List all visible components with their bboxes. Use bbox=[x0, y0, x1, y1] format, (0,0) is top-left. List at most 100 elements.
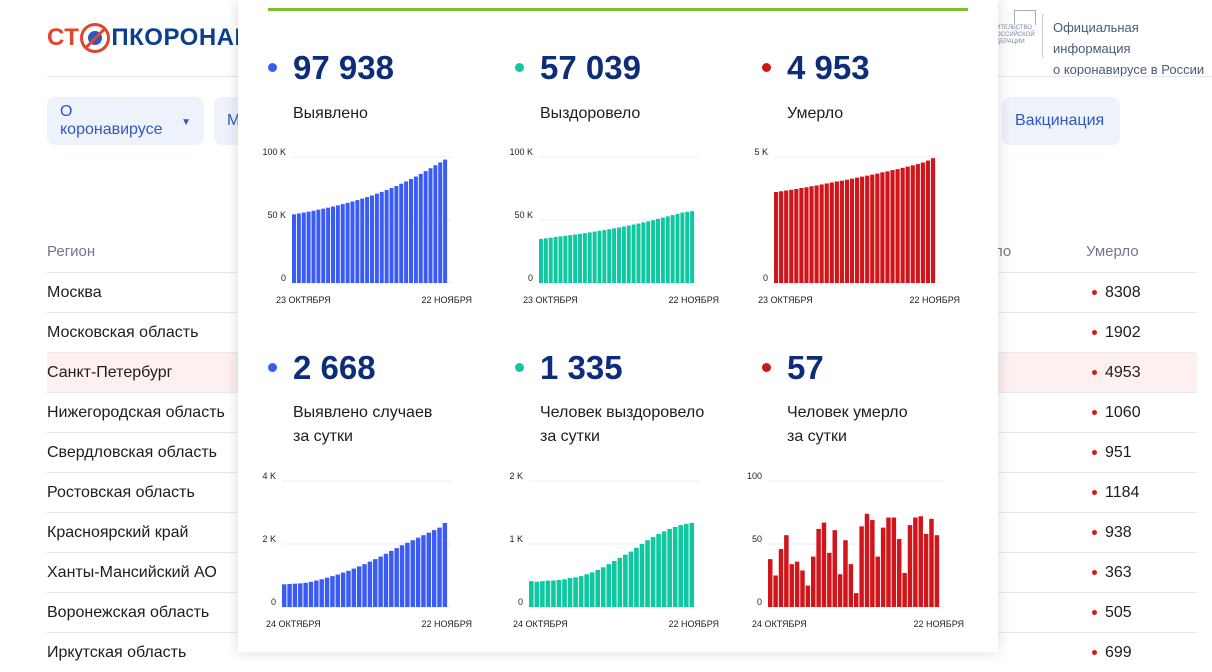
bar[interactable] bbox=[443, 159, 448, 283]
bar[interactable] bbox=[774, 192, 779, 283]
bar[interactable] bbox=[621, 226, 626, 283]
bar[interactable] bbox=[415, 537, 421, 607]
bar[interactable] bbox=[584, 574, 589, 607]
bar[interactable] bbox=[308, 581, 314, 607]
bar[interactable] bbox=[827, 552, 832, 607]
bar[interactable] bbox=[794, 189, 799, 283]
bar[interactable] bbox=[784, 535, 789, 607]
bar[interactable] bbox=[362, 564, 367, 607]
bar[interactable] bbox=[814, 185, 819, 283]
bar[interactable] bbox=[794, 561, 800, 607]
bar[interactable] bbox=[399, 183, 404, 283]
bar[interactable] bbox=[394, 548, 399, 607]
bar[interactable] bbox=[778, 549, 784, 607]
bar[interactable] bbox=[875, 173, 880, 283]
bar[interactable] bbox=[370, 195, 374, 283]
bar[interactable] bbox=[298, 583, 303, 608]
bar[interactable] bbox=[678, 525, 684, 607]
bar[interactable] bbox=[301, 212, 306, 283]
bar[interactable] bbox=[431, 530, 437, 607]
bar[interactable] bbox=[335, 205, 340, 283]
bar[interactable] bbox=[890, 170, 895, 283]
bar[interactable] bbox=[287, 584, 292, 607]
bar[interactable] bbox=[675, 213, 680, 283]
bar[interactable] bbox=[789, 189, 794, 283]
bar[interactable] bbox=[346, 570, 351, 607]
bar[interactable] bbox=[612, 228, 617, 283]
bar[interactable] bbox=[907, 525, 913, 607]
bar[interactable] bbox=[832, 530, 837, 607]
bar[interactable] bbox=[672, 526, 678, 607]
bar[interactable] bbox=[607, 229, 612, 283]
bar[interactable] bbox=[319, 579, 324, 607]
bar[interactable] bbox=[900, 167, 905, 283]
bar[interactable] bbox=[809, 186, 814, 283]
bar[interactable] bbox=[685, 211, 690, 283]
bar[interactable] bbox=[934, 535, 940, 607]
bar[interactable] bbox=[646, 221, 651, 283]
bar[interactable] bbox=[303, 582, 308, 607]
bar[interactable] bbox=[617, 557, 623, 607]
government-emblem[interactable]: ИТЕЛЬСТВО ОССИЙСКОЙ ДЕРАЦИИ bbox=[996, 10, 1036, 58]
bar[interactable] bbox=[365, 197, 370, 283]
bar[interactable] bbox=[326, 207, 331, 283]
bar[interactable] bbox=[595, 569, 601, 607]
bar[interactable] bbox=[855, 177, 860, 283]
bar[interactable] bbox=[821, 522, 827, 607]
bar[interactable] bbox=[800, 570, 805, 607]
bar[interactable] bbox=[804, 187, 809, 283]
bar[interactable] bbox=[324, 577, 330, 607]
bar[interactable] bbox=[573, 577, 578, 607]
bar[interactable] bbox=[551, 580, 556, 607]
bar[interactable] bbox=[880, 527, 886, 607]
bar[interactable] bbox=[311, 210, 316, 283]
bar[interactable] bbox=[410, 540, 415, 607]
bar[interactable] bbox=[306, 211, 311, 283]
bar[interactable] bbox=[529, 581, 534, 607]
bar[interactable] bbox=[848, 564, 854, 607]
bar[interactable] bbox=[799, 188, 804, 283]
bar[interactable] bbox=[930, 158, 936, 283]
bar[interactable] bbox=[656, 533, 661, 607]
bar[interactable] bbox=[667, 528, 672, 607]
bar[interactable] bbox=[413, 176, 418, 283]
bar[interactable] bbox=[553, 237, 558, 283]
bar[interactable] bbox=[925, 160, 931, 283]
bar[interactable] bbox=[905, 166, 910, 283]
bar[interactable] bbox=[902, 572, 907, 607]
bar[interactable] bbox=[314, 580, 319, 607]
bar[interactable] bbox=[374, 193, 379, 283]
bar[interactable] bbox=[331, 206, 335, 283]
bar[interactable] bbox=[626, 225, 631, 283]
bar[interactable] bbox=[641, 222, 646, 283]
bar[interactable] bbox=[891, 517, 897, 607]
bar[interactable] bbox=[923, 533, 929, 607]
column-header-died[interactable]: Умерло bbox=[1086, 243, 1139, 260]
bar[interactable] bbox=[592, 231, 597, 283]
column-header-partial[interactable]: ло bbox=[994, 243, 1012, 260]
bar[interactable] bbox=[282, 584, 287, 607]
bar[interactable] bbox=[562, 579, 567, 607]
column-header-region[interactable]: Регион bbox=[47, 243, 96, 260]
bar[interactable] bbox=[651, 220, 656, 283]
bar[interactable] bbox=[864, 513, 870, 607]
vaccination-button[interactable]: Вакцинация bbox=[1002, 97, 1120, 145]
bar[interactable] bbox=[870, 174, 875, 283]
bar[interactable] bbox=[548, 237, 553, 283]
bar[interactable] bbox=[670, 215, 675, 283]
bar[interactable] bbox=[690, 211, 695, 283]
bar[interactable] bbox=[897, 538, 902, 607]
bar[interactable] bbox=[355, 200, 360, 283]
bar[interactable] bbox=[573, 234, 578, 283]
bar[interactable] bbox=[929, 518, 934, 607]
bar[interactable] bbox=[437, 527, 442, 607]
bar[interactable] bbox=[915, 164, 920, 283]
bar[interactable] bbox=[296, 213, 301, 283]
bar[interactable] bbox=[910, 165, 915, 283]
bar[interactable] bbox=[433, 165, 438, 283]
bar[interactable] bbox=[773, 575, 778, 608]
bar[interactable] bbox=[383, 553, 389, 607]
bar[interactable] bbox=[843, 540, 848, 607]
bar[interactable] bbox=[589, 572, 595, 607]
bar[interactable] bbox=[438, 162, 443, 283]
